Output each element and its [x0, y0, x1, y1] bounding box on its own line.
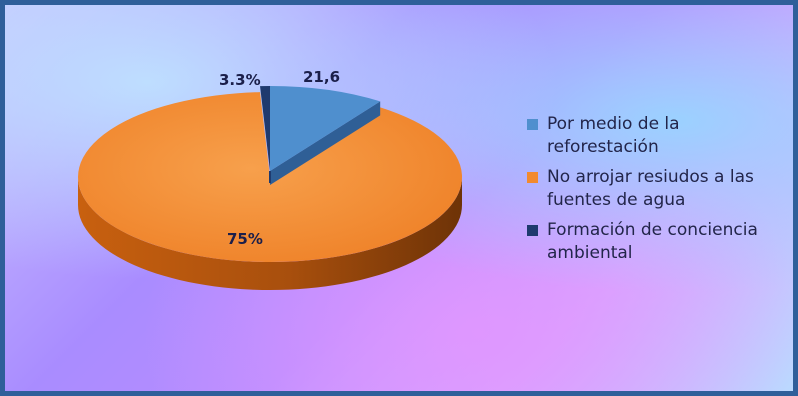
legend-label-conciencia: Formación de conciencia ambiental: [547, 220, 758, 263]
legend-label-no-arrojar: No arrojar resiudos a las fuentes de agu…: [547, 167, 754, 210]
data-label-conciencia: 3.3%: [219, 71, 261, 89]
data-label-reforestacion: 21,6: [303, 68, 340, 86]
pie-side-reforestacion: [270, 101, 381, 185]
legend-item-conciencia: Formación de conciencia ambiental: [527, 219, 777, 265]
legend-swatch-no-arrojar: [527, 172, 538, 183]
data-label-no-arrojar: 75%: [227, 230, 263, 248]
legend-swatch-conciencia: [527, 225, 538, 236]
pie-chart: 21,6 3.3% 75%: [78, 68, 463, 290]
legend: Por medio de la reforestación No arrojar…: [527, 113, 777, 272]
legend-item-reforestacion: Por medio de la reforestación: [527, 113, 777, 159]
pie-slice-reforestacion: [270, 86, 381, 171]
pie-side-no-arrojar: [78, 177, 462, 290]
legend-swatch-reforestacion: [527, 119, 538, 130]
legend-label-reforestacion: Por medio de la reforestación: [547, 114, 680, 157]
pie-slice-conciencia: [260, 86, 270, 171]
legend-item-no-arrojar: No arrojar resiudos a las fuentes de agu…: [527, 166, 777, 212]
